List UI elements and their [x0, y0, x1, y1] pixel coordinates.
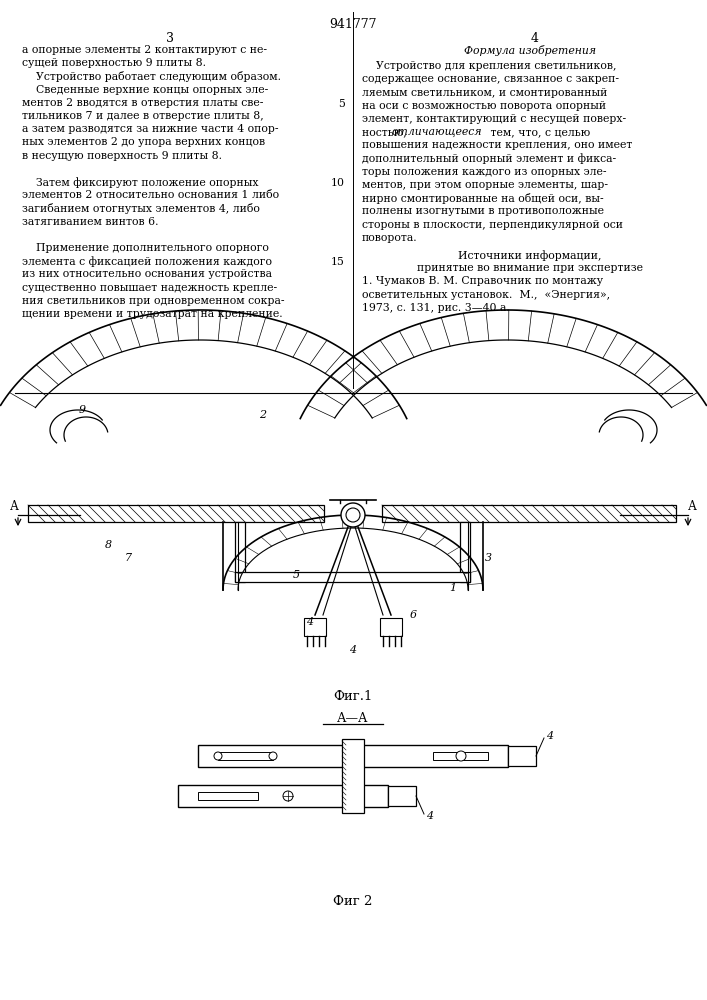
Text: 4: 4 [531, 32, 539, 45]
Text: ния светильников при одновременном сокра-: ния светильников при одновременном сокра… [22, 296, 284, 306]
Text: Формула изобретения: Формула изобретения [464, 45, 596, 56]
Text: отличающееся: отличающееся [392, 127, 483, 137]
Polygon shape [460, 522, 470, 582]
Text: А: А [688, 500, 696, 513]
Text: поворота.: поворота. [362, 233, 418, 243]
Text: элемент, контактирующий с несущей поверх-: элемент, контактирующий с несущей поверх… [362, 114, 626, 124]
Text: тем, что, с целью: тем, что, с целью [487, 127, 590, 137]
Polygon shape [198, 745, 508, 767]
Text: затягиванием винтов 6.: затягиванием винтов 6. [22, 217, 158, 227]
Polygon shape [508, 746, 536, 766]
Text: Устройство для крепления светильников,: Устройство для крепления светильников, [362, 61, 617, 71]
Text: 9: 9 [78, 405, 86, 415]
Text: элемента с фиксацией положения каждого: элемента с фиксацией положения каждого [22, 256, 272, 267]
Text: 5: 5 [338, 99, 345, 109]
Text: 4: 4 [426, 811, 433, 821]
Text: из них относительно основания устройства: из них относительно основания устройства [22, 269, 272, 279]
Text: 3: 3 [484, 553, 491, 563]
Polygon shape [342, 739, 364, 813]
Text: ных элементов 2 до упора верхних концов: ных элементов 2 до упора верхних концов [22, 137, 265, 147]
Text: а опорные элементы 2 контактируют с не-: а опорные элементы 2 контактируют с не- [22, 45, 267, 55]
Text: 1: 1 [450, 583, 457, 593]
Polygon shape [218, 752, 273, 760]
Text: дополнительный опорный элемент и фикса-: дополнительный опорный элемент и фикса- [362, 154, 616, 164]
Text: ностью,: ностью, [362, 127, 410, 137]
Text: 10: 10 [331, 178, 345, 188]
Text: ментов 2 вводятся в отверстия платы све-: ментов 2 вводятся в отверстия платы све- [22, 98, 264, 108]
Text: Применение дополнительного опорного: Применение дополнительного опорного [22, 243, 269, 253]
Text: а затем разводятся за нижние части 4 опор-: а затем разводятся за нижние части 4 опо… [22, 124, 279, 134]
Text: существенно повышает надежность крепле-: существенно повышает надежность крепле- [22, 283, 277, 293]
Text: Устройство работает следующим образом.: Устройство работает следующим образом. [22, 71, 281, 82]
Text: в несущую поверхность 9 плиты 8.: в несущую поверхность 9 плиты 8. [22, 151, 222, 161]
Text: 2: 2 [259, 410, 267, 420]
Circle shape [283, 791, 293, 801]
Text: Затем фиксируют положение опорных: Затем фиксируют положение опорных [22, 177, 259, 188]
Polygon shape [304, 618, 326, 636]
Text: 1. Чумаков В. М. Справочник по монтажу: 1. Чумаков В. М. Справочник по монтажу [362, 276, 603, 286]
Text: щении времени и трудозатрат на крепление.: щении времени и трудозатрат на крепление… [22, 309, 283, 319]
Text: 4: 4 [546, 731, 553, 741]
Text: повышения надежности крепления, оно имеет: повышения надежности крепления, оно имее… [362, 140, 632, 150]
Text: ментов, при этом опорные элементы, шар-: ментов, при этом опорные элементы, шар- [362, 180, 608, 190]
Text: 941777: 941777 [329, 18, 377, 31]
Polygon shape [380, 618, 402, 636]
Text: 7: 7 [124, 553, 132, 563]
Text: нирно смонтированные на общей оси, вы-: нирно смонтированные на общей оси, вы- [362, 193, 604, 204]
Circle shape [269, 752, 277, 760]
Polygon shape [235, 522, 245, 582]
Text: А—А: А—А [337, 712, 369, 725]
Polygon shape [198, 792, 258, 800]
Text: Источники информации,: Источники информации, [458, 250, 602, 261]
Text: 4: 4 [306, 617, 314, 627]
Text: осветительных установок.  М.,  «Энергия»,: осветительных установок. М., «Энергия», [362, 290, 610, 300]
Text: Сведенные верхние концы опорных эле-: Сведенные верхние концы опорных эле- [22, 85, 268, 95]
Text: 6: 6 [409, 610, 416, 620]
Text: 15: 15 [331, 257, 345, 267]
Polygon shape [382, 505, 676, 522]
Text: А: А [10, 500, 18, 513]
Text: Фиг.1: Фиг.1 [333, 690, 373, 703]
Circle shape [341, 503, 365, 527]
Text: ляемым светильником, и смонтированный: ляемым светильником, и смонтированный [362, 88, 607, 98]
Text: Фиг 2: Фиг 2 [333, 895, 373, 908]
Text: 4: 4 [349, 645, 356, 655]
Text: 8: 8 [105, 540, 112, 550]
Text: содержащее основание, связанное с закреп-: содержащее основание, связанное с закреп… [362, 74, 619, 84]
Text: торы положения каждого из опорных эле-: торы положения каждого из опорных эле- [362, 167, 607, 177]
Text: сущей поверхностью 9 плиты 8.: сущей поверхностью 9 плиты 8. [22, 58, 206, 68]
Polygon shape [433, 752, 488, 760]
Text: 3: 3 [166, 32, 174, 45]
Polygon shape [235, 572, 470, 582]
Text: 1973, с. 131, рис. 3—40 а.: 1973, с. 131, рис. 3—40 а. [362, 303, 510, 313]
Text: на оси с возможностью поворота опорный: на оси с возможностью поворота опорный [362, 101, 606, 111]
Text: принятые во внимание при экспертизе: принятые во внимание при экспертизе [417, 263, 643, 273]
Text: 5: 5 [293, 570, 300, 580]
Polygon shape [388, 786, 416, 806]
Text: загибанием отогнутых элементов 4, либо: загибанием отогнутых элементов 4, либо [22, 203, 260, 214]
Circle shape [346, 508, 360, 522]
Circle shape [456, 751, 466, 761]
Text: тильников 7 и далее в отверстие плиты 8,: тильников 7 и далее в отверстие плиты 8, [22, 111, 264, 121]
Text: стороны в плоскости, перпендикулярной оси: стороны в плоскости, перпендикулярной ос… [362, 220, 623, 230]
Text: полнены изогнутыми в противоположные: полнены изогнутыми в противоположные [362, 206, 604, 216]
Text: элементов 2 относительно основания 1 либо: элементов 2 относительно основания 1 либ… [22, 190, 279, 200]
Polygon shape [178, 785, 388, 807]
Polygon shape [28, 505, 324, 522]
Circle shape [214, 752, 222, 760]
